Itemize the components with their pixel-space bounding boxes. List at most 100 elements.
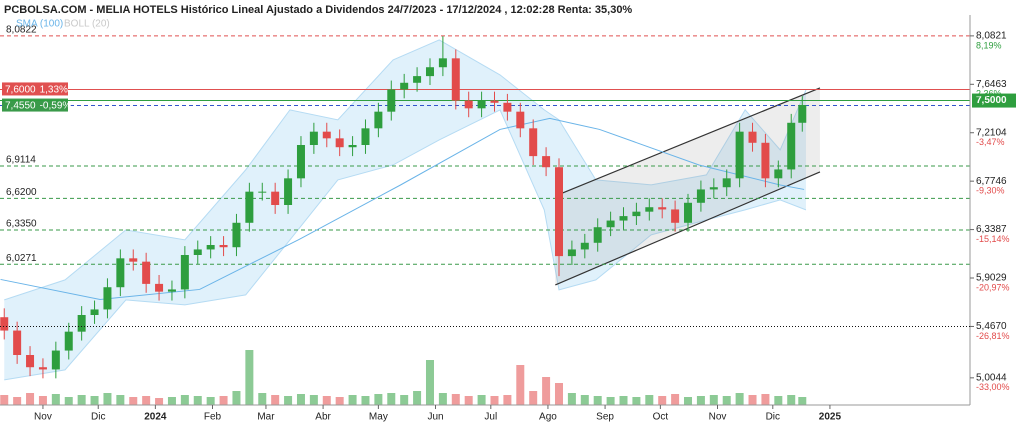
x-tick-label: Jul <box>484 412 497 423</box>
volume-bar <box>284 396 293 405</box>
candle-body <box>606 220 615 228</box>
candle-body <box>284 178 293 205</box>
volume-bar <box>645 395 654 405</box>
candle-body <box>245 191 254 223</box>
x-tick-label: May <box>369 412 388 423</box>
candle-body <box>658 207 667 210</box>
candle-body <box>116 258 125 288</box>
volume-bar <box>322 396 331 405</box>
bollinger-upper <box>4 39 807 301</box>
volume-bar <box>64 397 73 405</box>
y-tick-change: -20,97% <box>976 282 1010 292</box>
x-tick-label: Abr <box>315 412 331 423</box>
level-label: 6,6200 <box>6 187 37 198</box>
candle-body <box>400 82 409 90</box>
volume-bar <box>451 394 460 405</box>
candle-body <box>554 167 563 257</box>
volume-bar <box>142 396 151 405</box>
x-tick-label: Mar <box>257 412 275 423</box>
y-tick-change: -3,47% <box>976 137 1005 147</box>
y-tick-change: 8,19% <box>976 40 1002 50</box>
volume-bar <box>593 396 602 405</box>
candle-body <box>684 202 693 223</box>
volume-bar <box>309 395 318 405</box>
level-box <box>2 82 68 96</box>
volume-bar <box>438 393 447 405</box>
volume-bar <box>567 393 576 405</box>
channel-upper <box>555 87 821 197</box>
x-tick-label: Nov <box>709 412 727 423</box>
volume-bar <box>167 397 176 405</box>
candle-body <box>516 111 525 129</box>
volume-bar <box>798 397 807 405</box>
candle-body <box>438 58 447 68</box>
candle-body <box>787 122 796 170</box>
volume-bar <box>619 396 628 405</box>
volume-bar <box>696 396 705 405</box>
candle-body <box>64 331 73 351</box>
x-tick-label: Dic <box>91 412 105 423</box>
volume-bar <box>503 395 512 405</box>
x-tick-label: Oct <box>653 412 669 423</box>
volume-bar <box>774 396 783 405</box>
volume-bar <box>361 396 370 405</box>
volume-bar <box>180 395 189 405</box>
bollinger-band <box>4 39 806 380</box>
volume-bar <box>709 395 718 405</box>
candle-body <box>51 350 60 370</box>
y-tick-change: 2,36% <box>976 89 1002 99</box>
volume-bar <box>90 396 99 405</box>
candle-body <box>219 245 228 248</box>
candle-body <box>671 209 680 223</box>
volume-bar <box>658 396 667 405</box>
candle-body <box>387 89 396 112</box>
candle-body <box>0 317 9 331</box>
candle-body <box>348 145 357 148</box>
volume-bar <box>296 394 305 405</box>
volume-bar <box>0 395 9 405</box>
level-label: 6,0271 <box>6 253 37 264</box>
candle-body <box>761 142 770 179</box>
volume-bar <box>258 393 267 405</box>
volume-bar <box>271 395 280 405</box>
y-tick-change: -33,00% <box>976 382 1010 392</box>
volume-bar <box>387 393 396 405</box>
level-box <box>2 98 68 112</box>
candle-body <box>645 207 654 212</box>
volume-bar <box>516 365 525 405</box>
candle-body <box>503 102 512 112</box>
candle-body <box>567 249 576 257</box>
y-tick-label: 6,7746 <box>976 176 1007 187</box>
candle-body <box>193 249 202 255</box>
volume-bar <box>606 397 615 405</box>
candle-body <box>167 289 176 292</box>
candle-body <box>735 131 744 179</box>
candle-body <box>709 187 718 190</box>
x-tick-label: Nov <box>34 412 52 423</box>
volume-bar <box>684 397 693 405</box>
volume-bar <box>116 395 125 405</box>
volume-bar <box>77 395 86 405</box>
y-tick-label: 7,6463 <box>976 79 1007 90</box>
legend-entry: SMA (100) <box>16 19 63 30</box>
volume-bar <box>13 397 22 405</box>
volume-bar <box>477 395 486 405</box>
candle-body <box>155 283 164 292</box>
y-tick-label: 8,0821 <box>976 31 1007 42</box>
candle-body <box>103 287 112 310</box>
level-label: 6,3350 <box>6 219 37 230</box>
last-price-label: 7,5000 <box>976 95 1007 106</box>
channel-fill <box>555 87 820 285</box>
candle-body <box>490 100 499 103</box>
volume-bar <box>103 393 112 405</box>
sma-line <box>0 117 805 300</box>
volume-bar <box>413 391 422 405</box>
candle-body <box>232 222 241 248</box>
candle-body <box>451 58 460 101</box>
volume-bar <box>580 395 589 405</box>
level-value: 7,6000 <box>5 84 36 95</box>
y-tick-label: 6,3387 <box>976 224 1007 235</box>
candle-body <box>77 315 86 332</box>
candle-body <box>129 258 138 262</box>
